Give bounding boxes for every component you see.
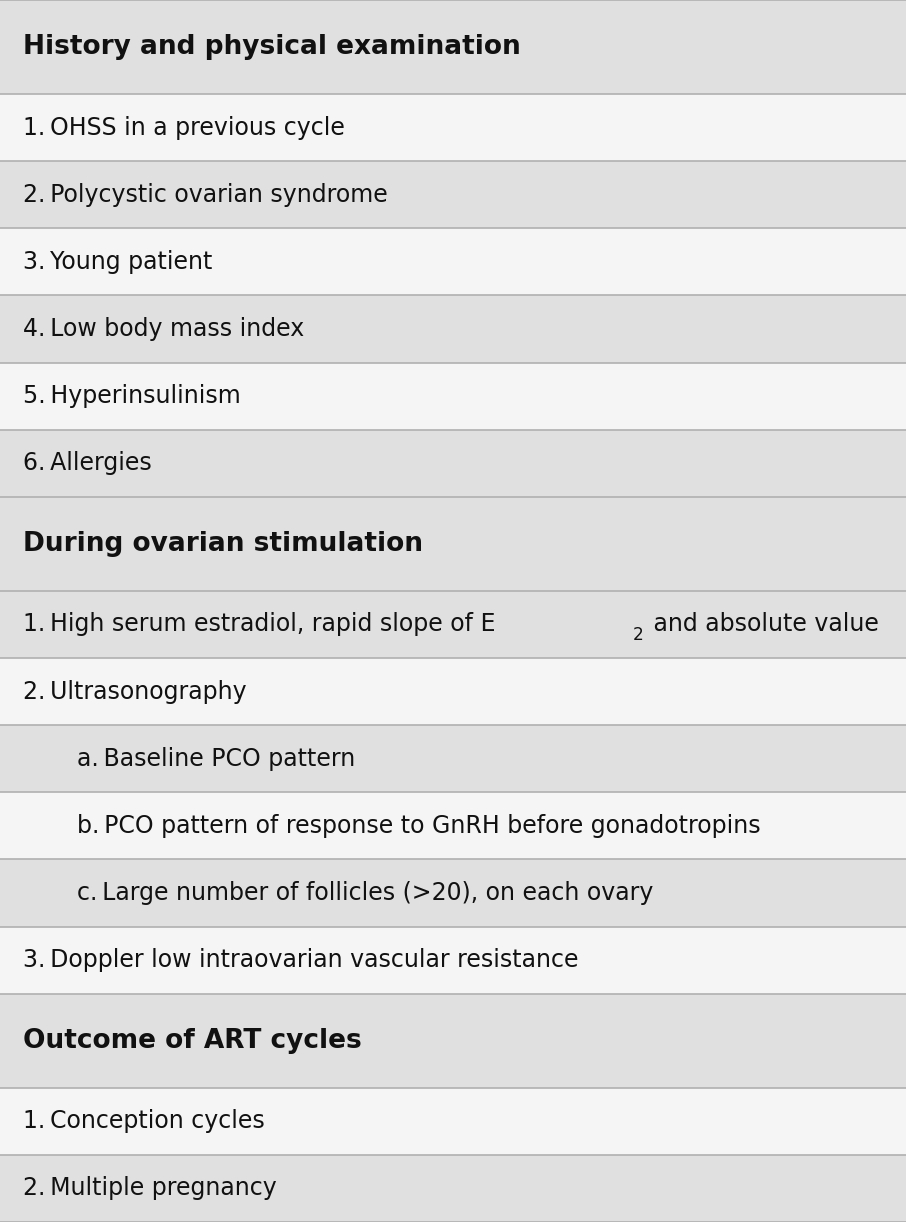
Text: 2. Ultrasonography: 2. Ultrasonography [23,679,246,704]
Bar [0,161,906,229]
Text: and absolute value: and absolute value [646,612,879,637]
Bar [0,792,906,859]
Text: 3. Young patient: 3. Young patient [23,249,212,274]
Text: a. Baseline PCO pattern: a. Baseline PCO pattern [77,747,355,771]
Text: 6. Allergies: 6. Allergies [23,451,151,475]
Bar [0,497,906,591]
Bar [0,725,906,792]
Text: During ovarian stimulation: During ovarian stimulation [23,530,423,557]
Text: 5. Hyperinsulinism: 5. Hyperinsulinism [23,384,240,408]
Bar [0,363,906,430]
Bar [0,0,906,94]
Bar [0,859,906,926]
Text: 1. High serum estradiol, rapid slope of E: 1. High serum estradiol, rapid slope of … [23,612,496,637]
Bar [0,94,906,161]
Text: 2: 2 [632,626,643,644]
Bar [0,993,906,1088]
Bar [0,430,906,497]
Text: Outcome of ART cycles: Outcome of ART cycles [23,1028,361,1053]
Bar [0,229,906,296]
Text: 3. Doppler low intraovarian vascular resistance: 3. Doppler low intraovarian vascular res… [23,948,578,973]
Text: c. Large number of follicles (>20), on each ovary: c. Large number of follicles (>20), on e… [77,881,653,906]
Text: History and physical examination: History and physical examination [23,34,520,60]
Text: b. PCO pattern of response to GnRH before gonadotropins: b. PCO pattern of response to GnRH befor… [77,814,761,838]
Bar [0,591,906,657]
Bar [0,296,906,363]
Text: 2. Polycystic ovarian syndrome: 2. Polycystic ovarian syndrome [23,183,388,207]
Text: 1. Conception cycles: 1. Conception cycles [23,1110,265,1133]
Text: 2. Multiple pregnancy: 2. Multiple pregnancy [23,1177,276,1200]
Bar [0,1155,906,1222]
Bar [0,926,906,993]
Text: 4. Low body mass index: 4. Low body mass index [23,316,304,341]
Bar [0,657,906,725]
Bar [0,1088,906,1155]
Text: 1. OHSS in a previous cycle: 1. OHSS in a previous cycle [23,116,344,139]
